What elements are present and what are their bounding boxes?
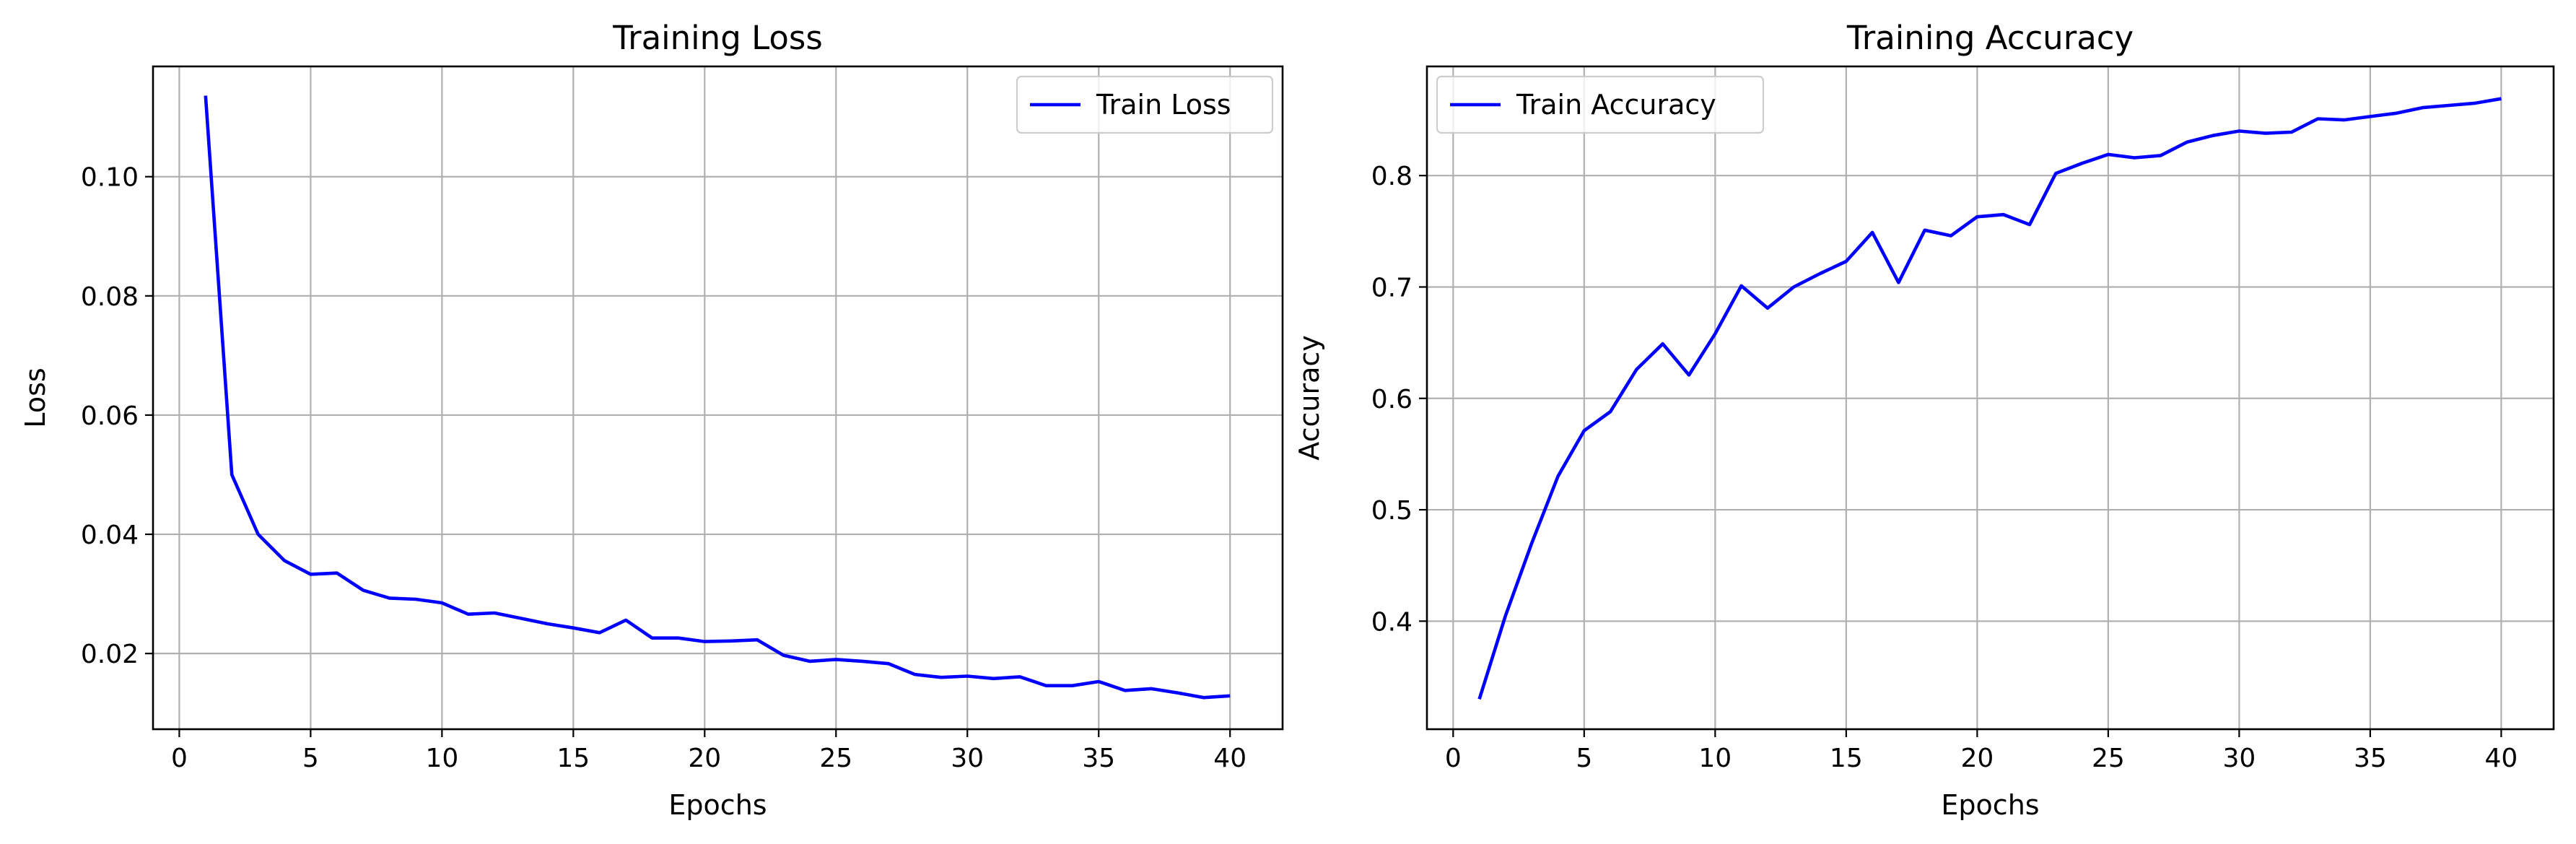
loss-x-tick-label-5: 25 xyxy=(819,744,852,773)
accuracy-x-tick-label-5: 25 xyxy=(2092,744,2125,773)
loss-y-tick-label-2: 0.06 xyxy=(81,401,139,431)
training-accuracy-chart: 0 5 10 15 20 25 30 35 40 0.4 0.5 0.6 0.7 0.8 Training … xyxy=(1293,19,2555,821)
loss-chart-title: Training Loss xyxy=(612,19,823,57)
loss-legend-label-0: Train Loss xyxy=(1096,89,1231,121)
loss-x-tick-label-3: 15 xyxy=(556,744,590,773)
loss-x-tick-label-4: 20 xyxy=(688,744,721,773)
accuracy-x-tick-label-0: 0 xyxy=(1445,744,1462,773)
accuracy-legend-box xyxy=(1436,75,1765,134)
accuracy-x-tick-label-6: 30 xyxy=(2222,744,2256,773)
loss-x-tick-label-1: 5 xyxy=(302,744,319,773)
training-loss-chart: 0 5 10 15 20 25 30 35 40 0.02 0.04 0.06 0.08 0.10 Trai… xyxy=(19,19,1284,821)
accuracy-x-tick-label-1: 5 xyxy=(1576,744,1592,773)
accuracy-x-axis-label: Epochs xyxy=(1941,789,2039,821)
loss-x-tick-label-7: 35 xyxy=(1082,744,1115,773)
accuracy-y-tick-label-1: 0.5 xyxy=(1371,496,1413,526)
accuracy-y-tick-label-2: 0.6 xyxy=(1371,385,1413,414)
loss-series-line-0 xyxy=(204,95,1231,700)
loss-x-tick-label-6: 30 xyxy=(951,744,984,773)
loss-y-tick-label-3: 0.08 xyxy=(81,282,139,312)
accuracy-series-line-0 xyxy=(1477,97,2502,700)
accuracy-x-tick-label-2: 10 xyxy=(1698,744,1732,773)
loss-y-axis-label: Loss xyxy=(19,367,51,427)
loss-legend-box xyxy=(1016,75,1274,134)
loss-y-tick-label-1: 0.04 xyxy=(81,521,139,550)
accuracy-chart-title: Training Accuracy xyxy=(1846,19,2134,57)
loss-y-tick-label-4: 0.10 xyxy=(81,163,139,193)
accuracy-y-tick-label-4: 0.8 xyxy=(1371,162,1413,191)
loss-axes-frame xyxy=(152,65,1284,731)
loss-legend: Train Loss xyxy=(1016,75,1274,134)
accuracy-legend: Train Accuracy xyxy=(1436,75,1765,134)
accuracy-y-tick-label-0: 0.4 xyxy=(1371,607,1413,637)
loss-x-tick-label-2: 10 xyxy=(425,744,458,773)
loss-x-axis-label: Epochs xyxy=(668,789,767,821)
loss-y-tick-label-0: 0.02 xyxy=(81,640,139,669)
loss-x-tick-label-0: 0 xyxy=(171,744,188,773)
accuracy-x-tick-label-3: 15 xyxy=(1830,744,1863,773)
accuracy-x-tick-label-4: 20 xyxy=(1960,744,1994,773)
accuracy-legend-label-0: Train Accuracy xyxy=(1516,89,1716,121)
loss-x-tick-label-8: 40 xyxy=(1213,744,1246,773)
accuracy-y-axis-label: Accuracy xyxy=(1293,335,1325,461)
accuracy-y-tick-label-3: 0.7 xyxy=(1371,273,1413,303)
accuracy-x-tick-label-7: 35 xyxy=(2354,744,2387,773)
accuracy-x-tick-label-8: 40 xyxy=(2484,744,2518,773)
